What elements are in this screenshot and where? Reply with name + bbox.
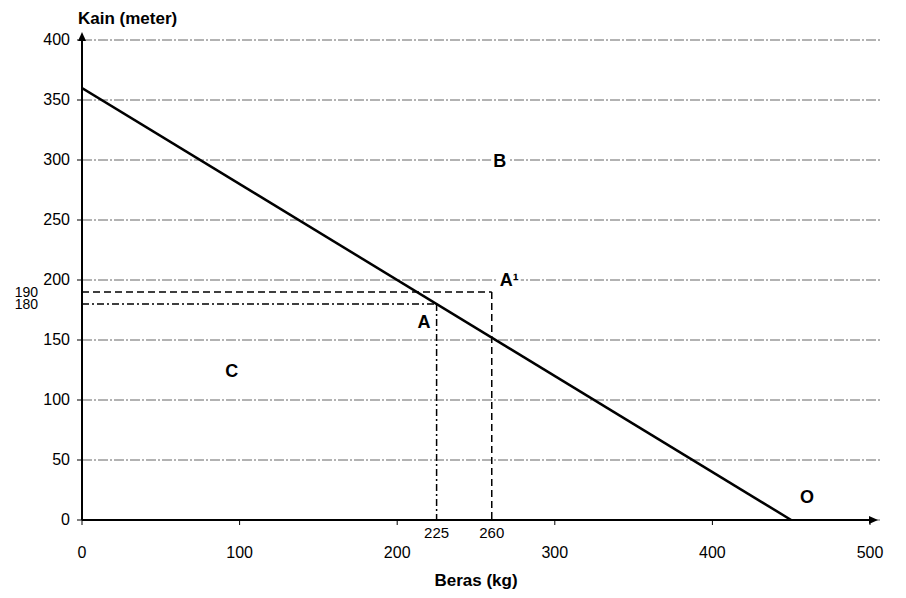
y-tick-label: 350 xyxy=(43,91,70,108)
guide-vertical xyxy=(491,292,493,520)
plot-marks xyxy=(82,88,791,520)
point-label: A xyxy=(418,312,431,332)
y-tick-label: 0 xyxy=(61,511,70,528)
y-tick-label: 50 xyxy=(52,451,70,468)
grid-line xyxy=(82,460,880,461)
y-tick-label: 300 xyxy=(43,151,70,168)
x-tick-label: 300 xyxy=(541,544,568,561)
grid-line xyxy=(82,100,880,101)
grid-line xyxy=(82,220,880,221)
point-x-label: 225 xyxy=(424,524,449,541)
x-tick-label: 0 xyxy=(78,544,87,561)
chart: 0 50 100 150 200 250 300 350 400 0 100 200 300 400 500… xyxy=(0,0,906,598)
label-ground xyxy=(223,361,240,381)
point-x-label: 260 xyxy=(479,524,504,541)
grid-line xyxy=(82,40,880,41)
label-ground xyxy=(491,151,508,171)
region-label: B xyxy=(493,151,506,171)
y-tick-label: 250 xyxy=(43,211,70,228)
x-tick-label: 400 xyxy=(699,544,726,561)
label-ground xyxy=(498,270,521,290)
y-axis xyxy=(81,36,83,520)
guide-horizontal xyxy=(82,291,492,293)
grid-line xyxy=(82,280,880,281)
x-axis xyxy=(82,519,874,521)
region-label: C xyxy=(225,361,238,381)
y-tick-label: 400 xyxy=(43,31,70,48)
x-tick-label: 500 xyxy=(857,544,884,561)
guide-vertical xyxy=(436,304,438,520)
grid-line xyxy=(82,340,880,341)
y-tick-label: 200 xyxy=(43,271,70,288)
region-label: O xyxy=(800,487,814,507)
y-tick-label: 150 xyxy=(43,331,70,348)
point-y-label: 190 xyxy=(15,284,39,300)
grid-line xyxy=(82,520,880,521)
x-tick-label: 100 xyxy=(226,544,253,561)
x-axis-title: Beras (kg) xyxy=(434,571,517,590)
point-label: A¹ xyxy=(500,270,519,290)
label-ground xyxy=(416,312,433,332)
frontier-line xyxy=(82,88,791,520)
y-axis-title: Kain (meter) xyxy=(78,9,177,28)
x-tick-label: 200 xyxy=(384,544,411,561)
guide-horizontal xyxy=(82,303,437,305)
label-ground xyxy=(798,487,816,507)
y-tick-label: 100 xyxy=(43,391,70,408)
grid-line xyxy=(82,400,880,401)
